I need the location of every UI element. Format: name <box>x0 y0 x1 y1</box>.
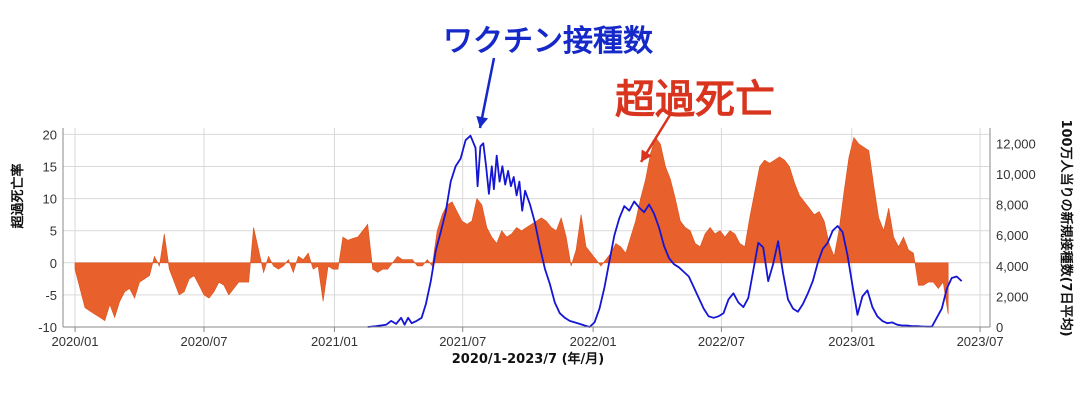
excess-death-area <box>74 136 949 322</box>
right-y-axis-title: 100万人当りの新規接種数(7日平均) <box>1058 119 1074 336</box>
left-y-tick-label: 0 <box>50 256 57 271</box>
x-tick-label: 2023/07 <box>957 334 1004 349</box>
right-y-tick-label: 4,000 <box>996 259 1029 274</box>
left-y-tick-label: -10 <box>38 320 57 335</box>
left-y-tick-label: 5 <box>50 224 57 239</box>
annotation-arrows <box>476 57 672 163</box>
left-y-tick-label: 20 <box>43 127 57 142</box>
right-y-tick-label: 10,000 <box>996 167 1036 182</box>
excess-death-area-series <box>74 136 949 322</box>
vaccine-doses-line <box>367 134 963 328</box>
tick-labels: -10 -5 0 5 10 15 20 2020/01 2020/07 2021/01 2021/0… <box>38 127 1036 349</box>
chart-axes <box>62 128 991 332</box>
x-tick-label: 2021/01 <box>311 334 358 349</box>
x-tick-label: 2022/01 <box>570 334 617 349</box>
vaccine-arrow-head <box>476 116 489 128</box>
x-tick-label: 2020/01 <box>52 334 99 349</box>
left-y-tick-label: -5 <box>45 288 57 303</box>
right-y-tick-label: 2,000 <box>996 289 1029 304</box>
x-tick-label: 2020/07 <box>181 334 228 349</box>
x-axis-title: 2020/1-2023/7 (年/月) <box>452 351 605 367</box>
x-tick-label: 2021/07 <box>439 334 486 349</box>
left-y-axis-title: 超過死亡率 <box>10 163 26 228</box>
x-tick-label: 2023/01 <box>828 334 875 349</box>
vaccine-annotation-label: ワクチン接種数 <box>443 24 654 59</box>
vaccine-arrow-shaft <box>478 57 496 129</box>
left-y-tick-label: 15 <box>43 160 57 175</box>
vaccine-doses-line-series <box>367 134 963 328</box>
right-y-tick-label: 0 <box>996 320 1003 335</box>
right-y-tick-label: 12,000 <box>996 136 1036 151</box>
left-y-tick-label: 10 <box>43 192 57 207</box>
right-y-tick-label: 8,000 <box>996 198 1029 213</box>
x-tick-label: 2022/07 <box>698 334 745 349</box>
excess-death-annotation-label: 超過死亡 <box>615 77 775 123</box>
excess-arrow-head <box>641 149 652 162</box>
right-y-tick-label: 6,000 <box>996 228 1029 243</box>
